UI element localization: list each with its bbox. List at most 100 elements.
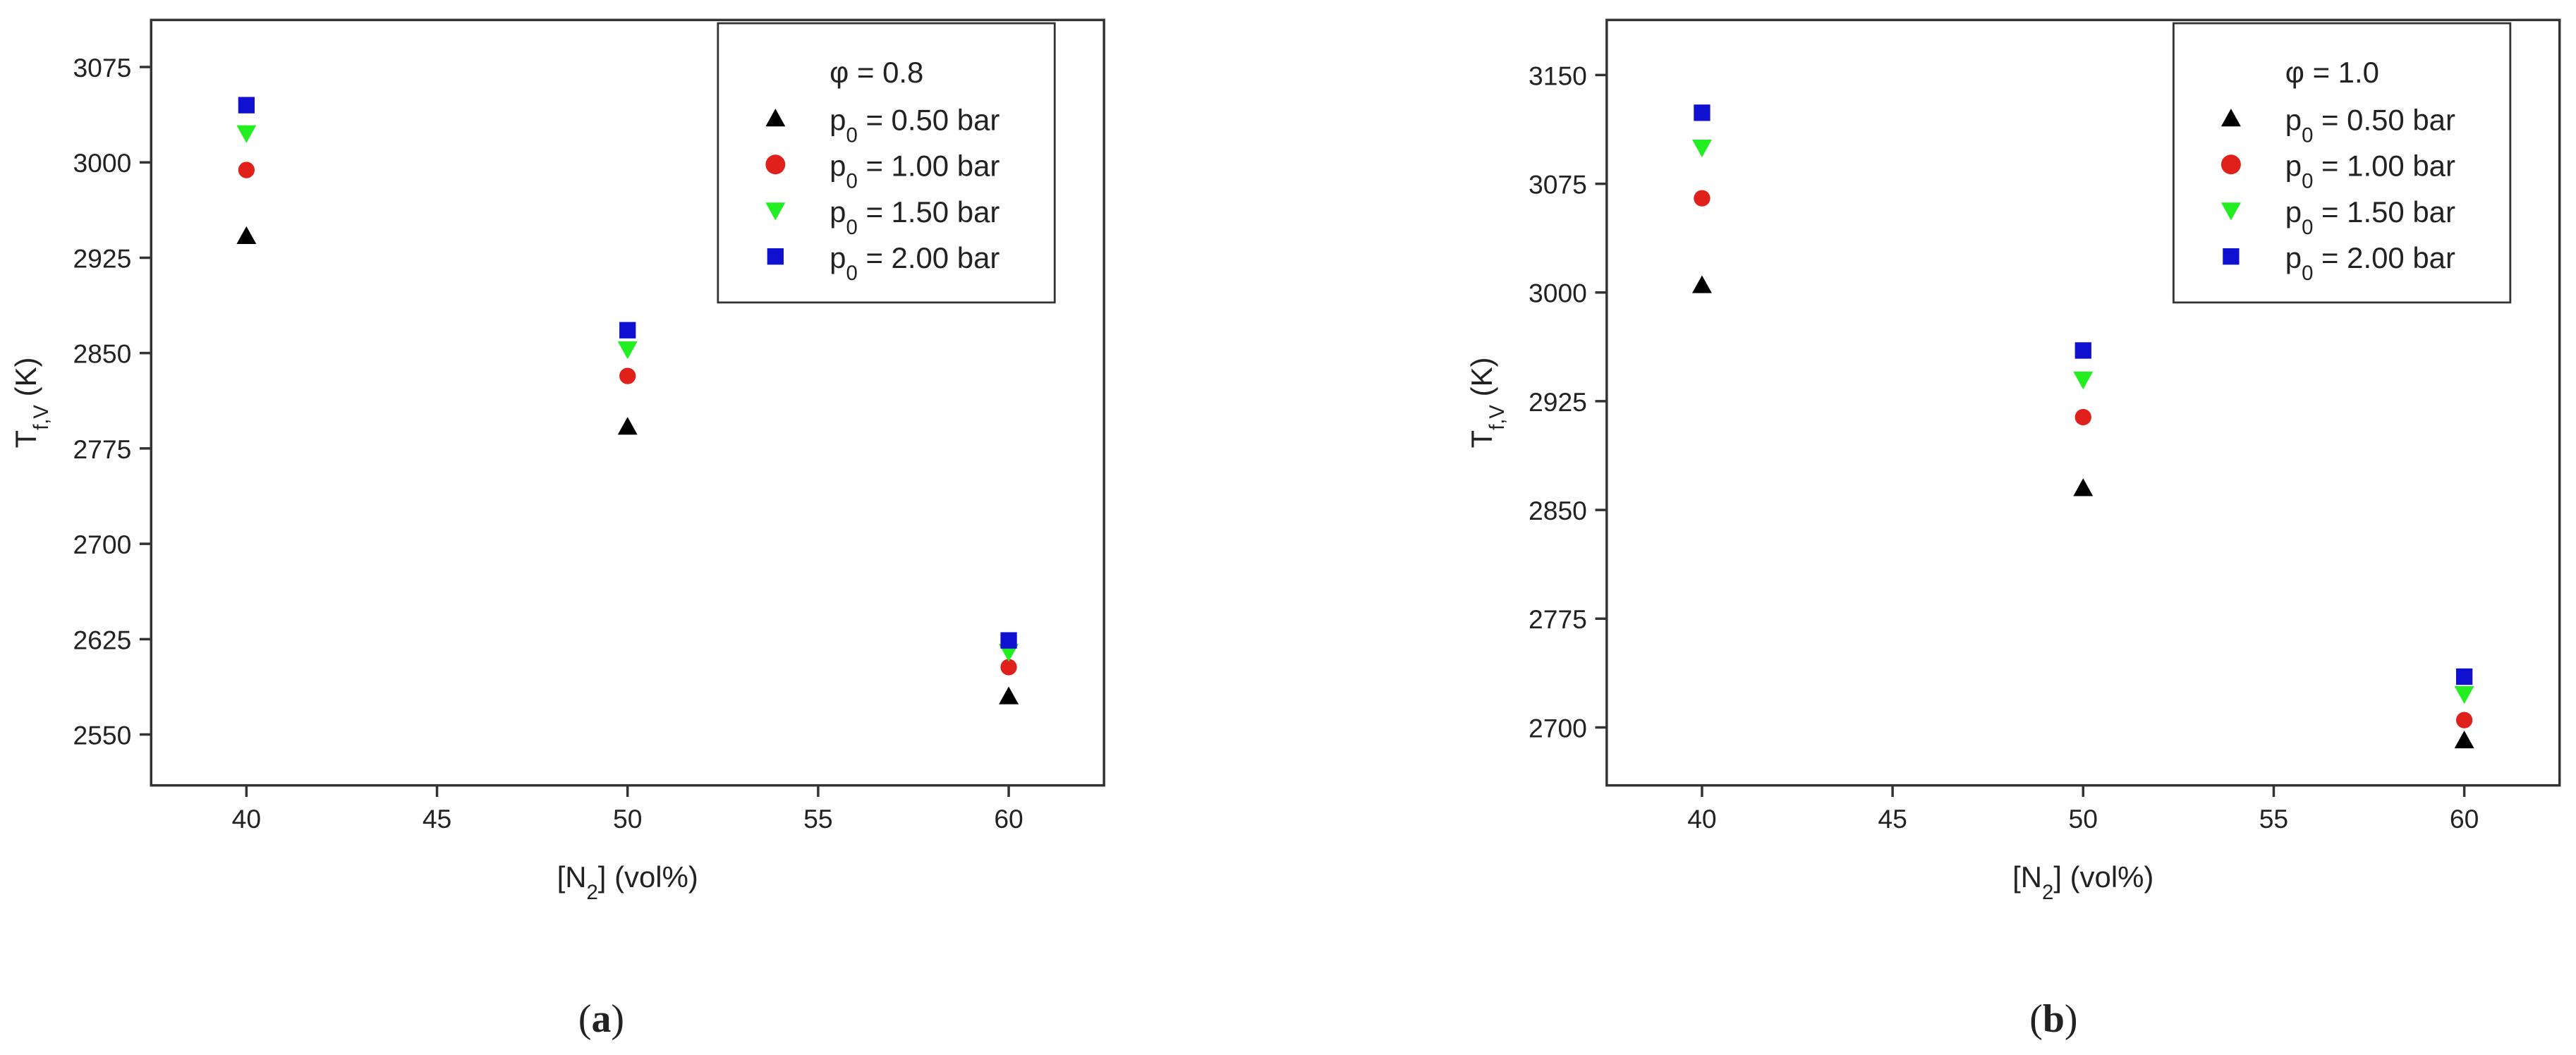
- y-tick-label: 3000: [73, 148, 131, 178]
- x-tick-label: 45: [423, 804, 451, 834]
- caption-part: (: [2029, 997, 2043, 1041]
- chart: 40 45 50 55 60 2550 2625 2700 2775 2850 2925 3000 30…: [9, 18, 1105, 1041]
- legend-label-part: = 0.50 bar: [2313, 103, 2455, 136]
- legend-label-part: p: [2285, 103, 2302, 136]
- point: [1691, 275, 1712, 293]
- y-tick-label: 2925: [1529, 387, 1587, 417]
- y-axis-label: Tf,V (K): [9, 357, 53, 448]
- legend-label-part: 0: [2302, 169, 2313, 193]
- y-axis-label-part: f,V: [30, 405, 53, 430]
- point: [617, 417, 638, 435]
- legend-marker: [2223, 248, 2240, 265]
- legend-label-part: = 1.00 bar: [2313, 150, 2455, 183]
- legend-label-part: 0: [846, 123, 857, 147]
- x-axis-label: [N2] (vol%): [557, 860, 698, 904]
- x-tick-label: 60: [994, 804, 1023, 834]
- y-tick-label: 3000: [1529, 279, 1587, 308]
- plot-frame: [1605, 18, 2561, 787]
- point: [238, 161, 255, 178]
- x-tick-label: 40: [232, 804, 261, 834]
- x-axis-label-part: ] (vol%): [2053, 860, 2153, 894]
- x-axis-label-part: [N: [2012, 860, 2042, 894]
- legend-label-part: = 2.00 bar: [2313, 241, 2455, 274]
- plot-frame: [150, 18, 1105, 787]
- y-tick-label: 3075: [1529, 170, 1587, 200]
- legend-label-part: 0: [846, 169, 857, 193]
- point: [619, 367, 636, 384]
- point: [2454, 685, 2474, 705]
- caption-part: ): [2065, 997, 2078, 1041]
- chart: 40 45 50 55 60 2700 2775 2850 2925 3000 3075 3150 [N…: [1465, 18, 2561, 1041]
- legend-label: p0 = 1.00 bar: [2285, 150, 2455, 193]
- legend-title: φ = 0.8: [830, 56, 923, 89]
- point: [2074, 408, 2091, 426]
- legend-label-part: = 1.00 bar: [858, 150, 1000, 183]
- x-axis-label-part: 2: [2042, 881, 2053, 904]
- point: [1694, 104, 1711, 121]
- legend-label-part: p: [830, 150, 846, 183]
- legend-marker: [765, 202, 786, 221]
- legend-marker: [767, 248, 784, 265]
- y-tick-label: 3075: [73, 53, 131, 83]
- legend-marker: [2220, 202, 2241, 221]
- legend-label-part: p: [2285, 195, 2302, 228]
- legend-label-part: p: [830, 241, 846, 274]
- point: [1000, 659, 1017, 676]
- legend-marker: [2220, 154, 2241, 175]
- x-axis-label-part: ] (vol%): [598, 860, 698, 894]
- point: [2073, 478, 2094, 496]
- y-axis-label: Tf,V (K): [1465, 357, 1509, 448]
- x-tick-label: 50: [2069, 804, 2098, 834]
- legend-label-part: p: [2285, 241, 2302, 274]
- legend-label-part: 0: [2302, 262, 2313, 285]
- y-axis-label-part: f,V: [1485, 405, 1508, 430]
- legend-marker: [765, 109, 786, 127]
- point: [617, 341, 638, 360]
- caption-part: (: [578, 997, 592, 1041]
- legend-label: p0 = 1.50 bar: [830, 195, 1000, 239]
- y-tick-label: 2775: [73, 434, 131, 464]
- point: [238, 97, 255, 114]
- y-tick-label: 2850: [73, 339, 131, 369]
- legend-label-part: p: [2285, 150, 2302, 183]
- legend-label-part: 0: [846, 262, 857, 285]
- legend-label-part: = 1.50 bar: [858, 195, 1000, 228]
- y-tick-label: 2700: [1529, 713, 1587, 743]
- x-tick-label: 50: [613, 804, 642, 834]
- point: [236, 226, 257, 244]
- point: [2455, 712, 2473, 728]
- x-tick-label: 55: [803, 804, 832, 834]
- y-tick-label: 2550: [73, 721, 131, 750]
- legend-marker: [2220, 109, 2241, 127]
- y-tick-label: 3150: [1529, 61, 1587, 90]
- legend-label-part: = 2.00 bar: [858, 241, 1000, 274]
- y-axis-label-part: T: [1465, 430, 1498, 449]
- point: [1691, 140, 1712, 158]
- legend-label: p0 = 0.50 bar: [830, 103, 1000, 147]
- point: [2454, 730, 2474, 749]
- legend-label-part: = 0.50 bar: [858, 103, 1000, 136]
- point: [236, 125, 257, 143]
- caption-part: b: [2043, 997, 2065, 1041]
- x-axis-label-part: [N: [557, 860, 587, 894]
- x-tick-label: 40: [1687, 804, 1716, 834]
- legend-label: p0 = 1.50 bar: [2285, 195, 2455, 239]
- legend-label: p0 = 0.50 bar: [2285, 103, 2455, 147]
- point: [2455, 668, 2473, 685]
- point: [2074, 342, 2091, 359]
- y-tick-label: 2700: [73, 530, 131, 559]
- legend-label-part: = 1.50 bar: [2313, 195, 2455, 228]
- point: [1694, 190, 1711, 207]
- legend-title: φ = 1.0: [2285, 56, 2379, 89]
- x-tick-label: 45: [1878, 804, 1907, 834]
- y-axis-label-part: (K): [9, 357, 42, 405]
- y-tick-label: 2625: [73, 625, 131, 654]
- legend-label: p0 = 2.00 bar: [830, 241, 1000, 285]
- legend-label-part: 0: [846, 215, 857, 238]
- caption-part: ): [611, 997, 624, 1041]
- y-tick-label: 2850: [1529, 496, 1587, 525]
- y-axis-label-part: (K): [1465, 357, 1498, 405]
- x-tick-label: 55: [2259, 804, 2288, 834]
- legend-label: p0 = 1.00 bar: [830, 150, 1000, 193]
